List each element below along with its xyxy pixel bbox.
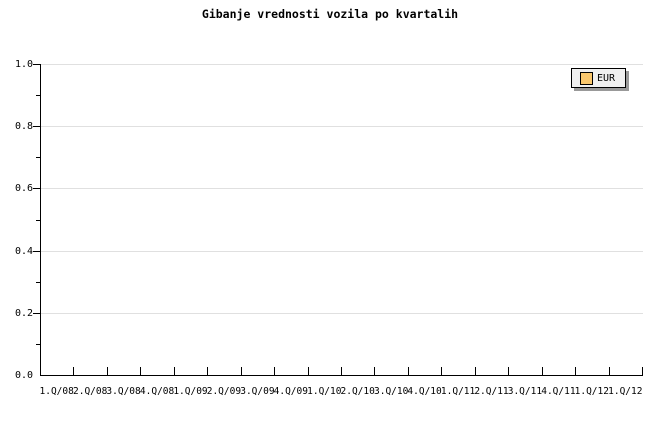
x-axis-tick xyxy=(207,367,208,375)
y-axis-tick-label: 0.8 xyxy=(14,121,33,132)
gridline xyxy=(41,313,643,314)
x-axis-tick xyxy=(374,367,375,375)
x-axis-tick xyxy=(609,367,610,375)
gridline xyxy=(41,188,643,189)
x-axis-tick xyxy=(341,367,342,375)
x-axis-tick xyxy=(241,367,242,375)
legend: EUR xyxy=(571,68,626,88)
legend-series-swatch-icon xyxy=(580,72,593,85)
y-axis-major-tick xyxy=(33,251,40,252)
gridline xyxy=(41,64,643,65)
x-axis-tick-label: 2.Q/08 xyxy=(73,386,108,397)
x-axis-tick-label: 3.Q/10 xyxy=(374,386,409,397)
y-axis-minor-tick xyxy=(36,220,40,221)
y-axis-minor-tick xyxy=(36,282,40,283)
x-axis-tick xyxy=(73,367,74,375)
x-axis-tick xyxy=(140,367,141,375)
x-axis-tick-label: 1.Q/11 xyxy=(440,386,476,397)
x-axis-tick-label: 4.Q/11 xyxy=(541,386,576,397)
x-axis-tick xyxy=(475,367,476,375)
x-axis-tick-label: 1.Q/12 xyxy=(608,386,643,397)
x-axis-tick-label: 1.Q/12 xyxy=(574,386,609,397)
legend-series-label: EUR xyxy=(597,73,616,84)
y-axis-minor-tick xyxy=(36,95,40,96)
gridline xyxy=(41,251,643,252)
x-axis-tick xyxy=(542,367,543,375)
y-axis-major-tick xyxy=(33,64,40,65)
y-axis-tick-label: 0.0 xyxy=(14,370,33,381)
x-axis-tick-label: 3.Q/11 xyxy=(507,386,543,397)
y-axis-tick-label: 0.6 xyxy=(14,183,33,194)
x-axis-tick xyxy=(274,367,275,375)
x-axis-tick-label: 4.Q/08 xyxy=(139,386,175,397)
x-axis-tick-label: 4.Q/10 xyxy=(407,386,442,397)
x-axis-tick-label: 4.Q/09 xyxy=(273,386,308,397)
plot-area xyxy=(40,64,643,375)
x-axis-tick xyxy=(308,367,309,375)
y-axis-minor-tick xyxy=(36,344,40,345)
y-axis-major-tick xyxy=(33,126,40,127)
x-axis-tick xyxy=(174,367,175,375)
x-axis-tick-label: 3.Q/08 xyxy=(106,386,141,397)
y-axis-major-tick xyxy=(33,313,40,314)
x-axis-tick-label: 1.Q/09 xyxy=(173,386,208,397)
x-axis-tick-label: 2.Q/11 xyxy=(474,386,509,397)
y-axis-minor-tick xyxy=(36,157,40,158)
x-axis-tick-label: 2.Q/09 xyxy=(206,386,242,397)
y-axis-line xyxy=(40,64,41,376)
x-axis-tick xyxy=(642,367,643,375)
x-axis-tick xyxy=(107,367,108,375)
x-axis-tick-label: 1.Q/10 xyxy=(307,386,342,397)
x-axis-tick xyxy=(575,367,576,375)
x-axis-tick xyxy=(408,367,409,375)
x-axis-tick-label: 2.Q/10 xyxy=(340,386,375,397)
x-axis-tick xyxy=(441,367,442,375)
x-axis-tick xyxy=(508,367,509,375)
y-axis-tick-label: 0.4 xyxy=(14,246,33,257)
y-axis-tick-label: 1.0 xyxy=(14,59,33,70)
x-axis-tick-label: 1.Q/08 xyxy=(39,386,74,397)
x-axis-tick-label: 3.Q/09 xyxy=(240,386,275,397)
y-axis-tick-label: 0.2 xyxy=(14,308,33,319)
gridline xyxy=(41,126,643,127)
chart-title: Gibanje vrednosti vozila po kvartalih xyxy=(201,7,459,21)
y-axis-major-tick xyxy=(33,188,40,189)
x-axis-line xyxy=(40,375,643,376)
